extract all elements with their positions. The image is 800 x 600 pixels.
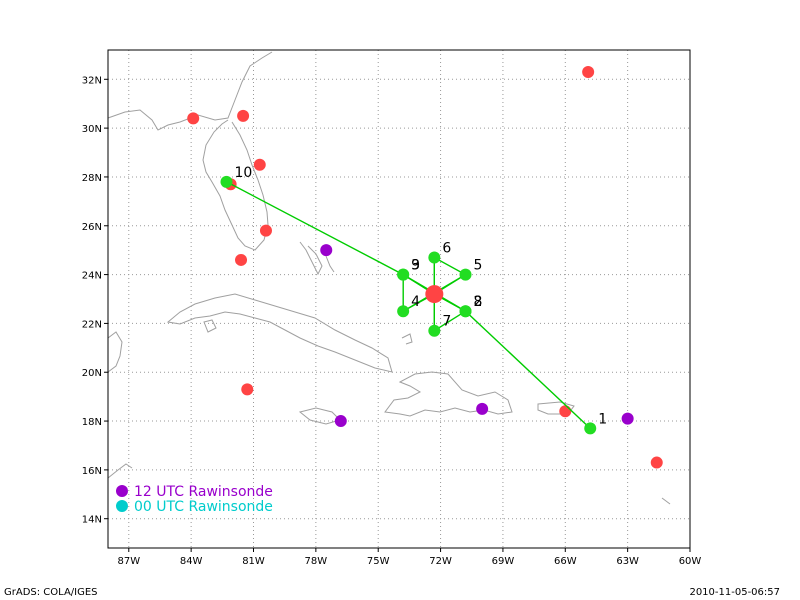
coastline-cuba [166,293,393,373]
lat-tick-label: 26N [82,222,102,233]
observation-station-marker [253,158,266,171]
lon-tick-label: 75W [367,556,390,567]
dropsonde-point-label: 7 [442,314,451,330]
dropsonde-point-label: 2 [474,294,483,310]
lat-tick-label: 20N [82,368,102,379]
lat-tick-label: 16N [82,466,102,477]
lon-tick-label: 66W [554,556,577,567]
footer-timestamp: 2010-11-05-06:57 [689,587,780,598]
dropsonde-point-marker [220,175,233,188]
dropsonde-point-marker [397,305,410,318]
legend-marker [116,500,128,512]
lat-tick-label: 30N [82,124,102,135]
flight-track-line [226,181,591,429]
dropsonde-point-marker [397,268,410,281]
lat-tick-label: 32N [82,75,102,86]
coastline-hispaniola [384,371,513,417]
rawinsonde-12utc-marker [334,415,347,428]
dropsonde-point-label: 5 [474,258,483,274]
dropsonde-point-label: 6 [442,241,451,257]
coastline-yucatan [107,463,133,479]
observation-station-marker [241,383,254,396]
dropsonde-point-label: 3 [411,258,420,274]
observation-station-marker [259,224,272,237]
coastline-layer [107,51,671,505]
observation-station-marker [650,456,663,469]
coastline-florida [107,51,273,251]
dropsonde-point-marker [584,422,597,435]
coastline-jamaica [298,407,341,425]
coastline-lesser-antilles [661,497,671,505]
dropsonde-point-label: 1 [598,411,607,427]
lat-tick-label: 24N [82,271,102,282]
lon-tick-label: 72W [429,556,452,567]
rawinsonde-12utc-marker [320,244,333,257]
dropsonde-point-label: 4 [411,294,420,310]
coastline-bahamas [299,241,413,345]
legend-marker [116,485,128,497]
storm-center-marker [425,285,444,304]
rawinsonde-12utc-marker [621,412,634,425]
map-frame [107,49,691,549]
dropsonde-point-marker [428,251,441,264]
footer-credit: GrADS: COLA/IGES [4,587,98,598]
lon-tick-label: 69W [492,556,515,567]
rawinsonde-12utc-marker [476,402,489,415]
lon-tick-label: 84W [180,556,203,567]
lon-tick-label: 78W [305,556,328,567]
axis-layer: 87W 84W 81W 78W 75W 72W 69W 66W 63W 60W 14N 16N 18N 2… [82,75,702,567]
dropsonde-point-label: 8 [474,294,483,310]
observation-station-marker [559,405,572,418]
observation-station-marker [237,109,250,122]
dropsonde-point-marker [428,324,441,337]
lon-tick-label: 81W [242,556,265,567]
observation-station-marker [582,65,595,78]
coastline-isla-juventud [203,319,217,333]
lon-tick-label: 87W [117,556,140,567]
dropsonde-point-label: 10 [234,165,252,181]
lon-tick-label: 63W [616,556,639,567]
dropsonde-point-marker [459,305,472,318]
observation-station-marker [235,253,248,266]
lat-tick-label: 18N [82,417,102,428]
coastline-central-america [107,331,123,373]
lat-tick-label: 22N [82,319,102,330]
lon-tick-label: 60W [679,556,702,567]
lat-tick-label: 28N [82,173,102,184]
flight-track-layer: 1 2 3 4 5 6 7 8 9 10 [220,165,607,435]
legend-label: 00 UTC Rawinsonde [134,499,273,515]
observation-station-marker [187,112,200,125]
legend-label: 12 UTC Rawinsonde [134,484,273,500]
station-layer [187,65,663,469]
dropsonde-point-label: 9 [411,258,420,274]
grid-layer [108,50,691,548]
dropsonde-point-marker [459,268,472,281]
lat-tick-label: 14N [82,515,102,526]
